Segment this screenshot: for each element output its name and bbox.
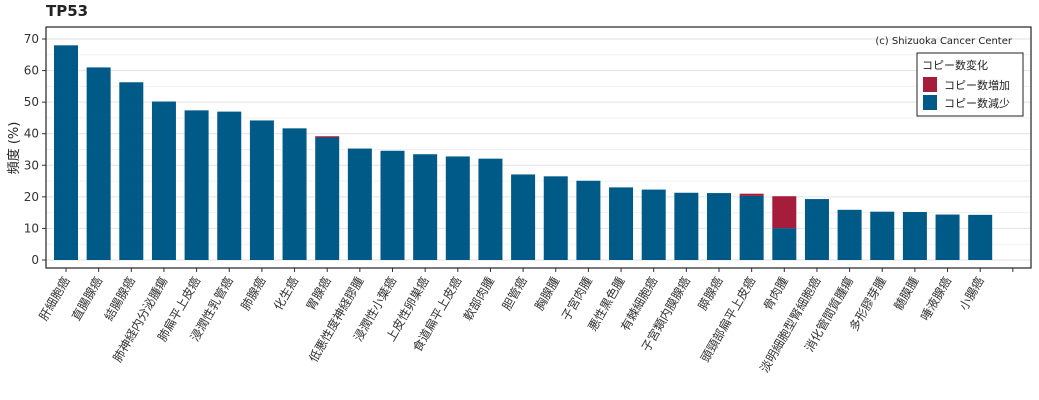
- x-tick-label: 唾液腺癌: [917, 274, 954, 323]
- bar-loss: [217, 111, 242, 260]
- page-title: TP53: [46, 2, 89, 20]
- bar-loss: [478, 158, 503, 260]
- legend-label: コピー数減少: [944, 96, 1010, 110]
- plot-frame: [45, 26, 1032, 269]
- bar-loss: [445, 156, 470, 260]
- bar-loss: [543, 176, 568, 260]
- y-tick-label: 20: [24, 190, 39, 204]
- bar-loss: [184, 110, 209, 260]
- x-tick-label: 直腸腺癌: [68, 274, 105, 323]
- x-tick-label: 胸腺腫: [531, 274, 562, 313]
- legend-label: コピー数増加: [944, 79, 1010, 92]
- bar-loss: [315, 137, 340, 260]
- y-tick-label: 0: [31, 253, 39, 267]
- x-tick-label: 髄膜腫: [890, 274, 921, 313]
- bar-loss: [609, 187, 634, 260]
- x-tick-label: 肝細胞癌: [36, 274, 73, 323]
- y-tick-label: 30: [24, 158, 39, 172]
- bar-loss: [347, 148, 372, 260]
- y-tick-label: 40: [24, 127, 39, 141]
- bar-loss: [707, 193, 731, 260]
- legend-swatch: [923, 77, 937, 92]
- x-tick-label: 淡明細胞型腎細胞癌: [757, 274, 824, 375]
- bar-loss: [772, 228, 797, 260]
- x-tick-label: 小腸癌: [956, 274, 987, 313]
- bar-loss: [674, 192, 699, 260]
- bar-loss: [413, 154, 438, 260]
- credit-text: (c) Shizuoka Cancer Center: [875, 36, 1013, 47]
- x-tick-label: 子宮肉腫: [558, 274, 595, 323]
- x-tick-label: 肺腺癌: [237, 274, 268, 313]
- y-tick-label: 10: [24, 221, 39, 235]
- bar-loss: [380, 150, 405, 260]
- bar-loss: [151, 101, 176, 260]
- bar-loss: [511, 174, 536, 260]
- bar-loss: [870, 211, 895, 260]
- y-tick-label: 70: [24, 32, 39, 46]
- x-tick-label: 膵腺癌: [695, 274, 726, 313]
- bar-loss: [935, 214, 960, 260]
- y-tick-label: 50: [24, 95, 39, 109]
- bar-gain: [739, 193, 764, 196]
- y-axis-title: 頻度 (%): [6, 122, 22, 175]
- x-tick-label: 軟部肉腫: [460, 274, 497, 323]
- bar-loss: [282, 128, 307, 260]
- x-tick-label: 化生癌: [270, 274, 301, 313]
- bar-loss: [968, 214, 993, 260]
- bar-loss: [119, 82, 144, 260]
- bar-loss: [804, 199, 829, 260]
- bar-loss: [902, 212, 927, 260]
- bar-loss: [837, 209, 862, 260]
- bar-loss: [54, 45, 78, 260]
- legend-title: コピー数変化: [922, 58, 988, 72]
- legend-swatch: [923, 95, 937, 110]
- y-tick-label: 60: [24, 64, 39, 78]
- bar-loss: [739, 195, 764, 260]
- x-tick-label: 胃腺癌: [303, 274, 334, 313]
- bar-loss: [576, 180, 601, 260]
- x-tick-label: 結腸腺癌: [101, 274, 138, 323]
- bar-gain: [315, 136, 340, 138]
- x-tick-label: 胆管癌: [499, 274, 530, 313]
- bar-loss: [249, 120, 274, 260]
- bar-loss: [86, 67, 111, 261]
- x-tick-label: 骨肉腫: [761, 275, 791, 313]
- bar-gain: [772, 196, 797, 229]
- bar-loss: [641, 189, 666, 260]
